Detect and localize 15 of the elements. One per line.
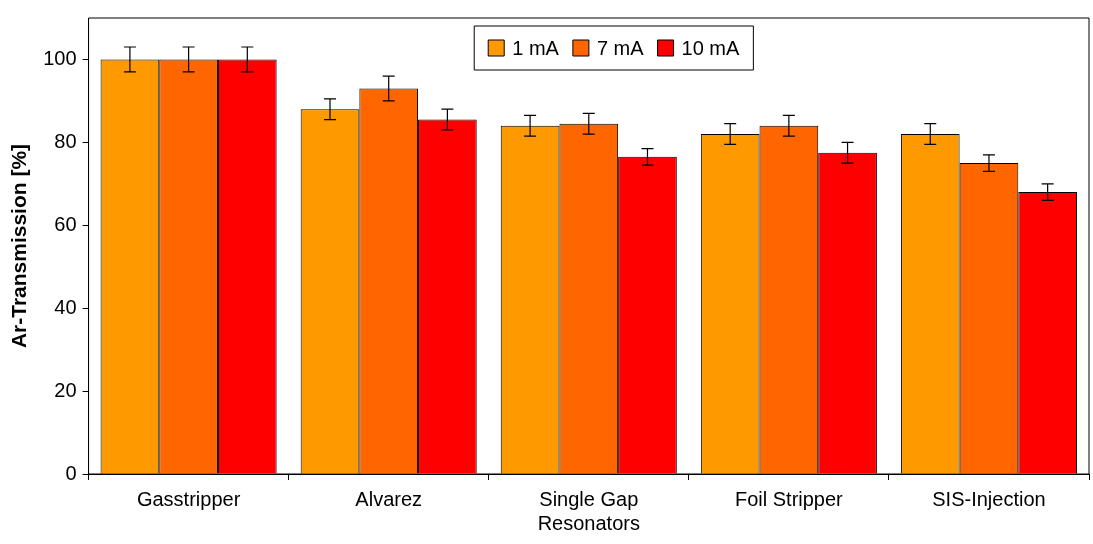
legend-label: 10 mA — [681, 36, 741, 59]
x-tick-label: SIS-Injection — [932, 487, 1046, 510]
x-tick-label: Alvarez — [355, 487, 423, 510]
y-tick-label: 60 — [54, 212, 77, 235]
legend-label: 1 mA — [512, 36, 560, 59]
y-tick-label: 0 — [65, 461, 77, 484]
y-tick-label: 80 — [54, 129, 77, 152]
x-tick-label: Single Gap Resonators — [537, 487, 640, 534]
y-tick-label: 100 — [43, 46, 77, 69]
y-axis-title: Ar-Transmission [%] — [7, 143, 31, 349]
x-tick-label: Gasstripper — [136, 487, 241, 510]
y-tick-label: 40 — [54, 295, 77, 318]
legend-label: 7 mA — [596, 36, 645, 59]
x-tick-label: Foil Stripper — [734, 487, 844, 510]
y-tick-label: 20 — [54, 378, 77, 401]
